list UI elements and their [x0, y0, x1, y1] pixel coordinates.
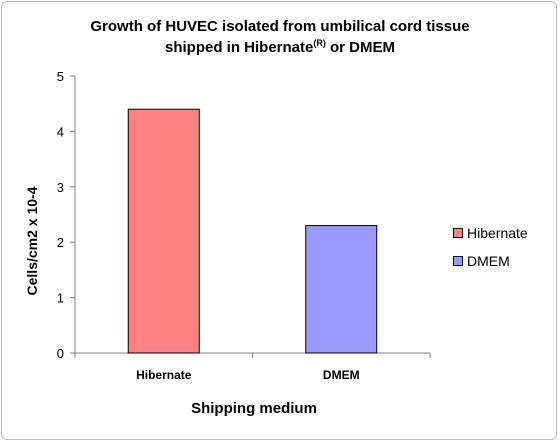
chart-title-line-1: Growth of HUVEC isolated from umbilical …: [90, 18, 470, 35]
y-tick-label: 0: [57, 346, 64, 361]
legend-swatch-dmem: [453, 256, 463, 266]
plot-area: 0 1 2 3 4 5 Hibernate DMEM: [57, 69, 431, 382]
chart-title-line-2-end: or DMEM: [325, 39, 396, 56]
x-axis-label: Shipping medium: [191, 400, 317, 417]
legend-swatch-hibernate: [453, 228, 463, 238]
bar-dmem: [305, 225, 378, 354]
y-tick-label: 1: [57, 291, 64, 306]
legend-label-hibernate: Hibernate: [467, 225, 528, 241]
y-tick-label: 2: [57, 235, 64, 250]
x-tick-label: DMEM: [323, 368, 360, 382]
y-tick-label: 4: [57, 124, 64, 139]
legend: Hibernate DMEM: [453, 222, 553, 278]
legend-item-dmem: DMEM: [453, 250, 553, 272]
chart-title: Growth of HUVEC isolated from umbilical …: [40, 16, 520, 58]
chart-title-line-2: shipped in Hibernate(R) or DMEM: [40, 37, 520, 58]
legend-label-dmem: DMEM: [467, 253, 510, 269]
bar-hibernate: [127, 108, 200, 354]
y-axis-label: Cells/cm2 x 10-4: [24, 186, 40, 295]
legend-item-hibernate: Hibernate: [453, 222, 553, 244]
x-tick-label: Hibernate: [136, 368, 192, 382]
y-tick-label: 5: [57, 69, 64, 84]
y-tick-label: 3: [57, 180, 64, 195]
registered-mark: (R): [313, 38, 326, 48]
chart-title-line-2-main: shipped in Hibernate: [164, 39, 314, 56]
